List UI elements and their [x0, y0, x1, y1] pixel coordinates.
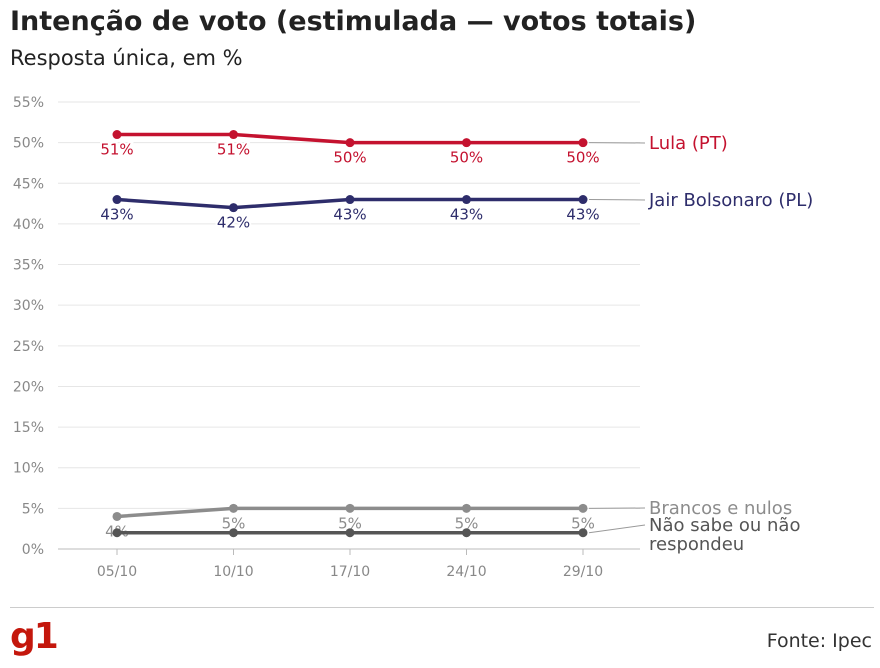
data-point	[462, 138, 471, 148]
y-tick-label: 55%	[13, 95, 44, 111]
series-label: Lula (PT)	[649, 133, 728, 154]
data-label: 42%	[217, 214, 250, 232]
x-tick-label: 05/10	[97, 564, 137, 580]
y-axis: 0% 5% 10% 15% 20% 25% 30% 35% 40% 45% 50% 55%	[13, 95, 44, 558]
data-point	[462, 528, 471, 538]
y-tick-label: 50%	[13, 136, 44, 152]
data-point	[229, 130, 238, 140]
data-label: 51%	[217, 141, 250, 159]
y-tick-label: 10%	[13, 461, 44, 477]
data-point	[462, 503, 471, 513]
line-chart: 0% 5% 10% 15% 20% 25% 30% 35% 40% 45% 50% 55% 05/10…	[13, 95, 813, 580]
data-point	[578, 138, 588, 148]
chart-subtitle: Resposta única, em %	[10, 46, 243, 70]
g1-logo: g1	[10, 616, 59, 657]
y-tick-label: 40%	[13, 217, 44, 233]
y-tick-label: 15%	[13, 420, 44, 436]
x-axis: 05/10 10/10 17/10 24/10 29/10	[97, 549, 603, 580]
data-point	[345, 528, 355, 538]
data-label: 43%	[100, 206, 133, 224]
data-point	[578, 528, 588, 538]
x-tick-label: 10/10	[213, 564, 253, 580]
y-tick-label: 20%	[13, 379, 44, 395]
data-label: 51%	[100, 141, 133, 159]
data-point	[578, 195, 588, 205]
data-label: 5%	[455, 514, 479, 532]
data-label: 50%	[333, 149, 366, 167]
source-note: Fonte: Ipec	[766, 630, 872, 652]
data-point	[112, 511, 122, 521]
data-point	[229, 203, 238, 213]
label-connector	[588, 524, 646, 534]
y-tick-label: 0%	[22, 542, 44, 558]
data-point	[345, 138, 355, 148]
data-label: 5%	[222, 514, 246, 532]
series-label: respondeu	[649, 534, 744, 555]
data-label: 50%	[450, 149, 483, 167]
x-tick-label: 17/10	[330, 564, 370, 580]
y-tick-label: 25%	[13, 339, 44, 355]
y-tick-label: 45%	[13, 176, 44, 192]
x-tick-label: 29/10	[563, 564, 603, 580]
x-tick-label: 24/10	[446, 564, 486, 580]
series-1: 43% 42% 43% 43% 43% Jair Bolsonaro (PL)	[98, 190, 813, 234]
data-point	[229, 503, 238, 513]
data-point	[578, 503, 588, 513]
data-point	[112, 130, 122, 140]
y-tick-label: 35%	[13, 258, 44, 274]
data-point	[462, 195, 471, 205]
y-tick-label: 5%	[22, 501, 44, 517]
series-2: 4%5%5%5%5%Brancos e nulos	[103, 498, 792, 542]
footer-divider	[10, 607, 874, 608]
data-point	[112, 195, 122, 205]
data-label: 5%	[571, 514, 595, 532]
series-label: Brancos e nulos	[649, 498, 792, 519]
data-point	[112, 528, 122, 538]
data-point	[345, 195, 355, 205]
data-point	[345, 503, 355, 513]
series-label: Jair Bolsonaro (PL)	[648, 190, 813, 211]
grid-lines	[58, 101, 640, 550]
data-label: 50%	[566, 149, 599, 167]
data-label: 5%	[338, 514, 362, 532]
data-label: 43%	[333, 206, 366, 224]
data-label: 43%	[450, 206, 483, 224]
y-tick-label: 30%	[13, 298, 44, 314]
data-point	[229, 528, 238, 538]
data-label: 43%	[566, 206, 599, 224]
series-group: 51% 51% 50% 50% 50% Lula (PT) 43% 42% 43% 43% 43% J…	[98, 130, 813, 555]
series-0: 51% 51% 50% 50% 50% Lula (PT)	[98, 130, 728, 169]
chart-title: Intenção de voto (estimulada — votos tot…	[10, 6, 697, 37]
series-label: Não sabe ou não	[649, 515, 800, 536]
